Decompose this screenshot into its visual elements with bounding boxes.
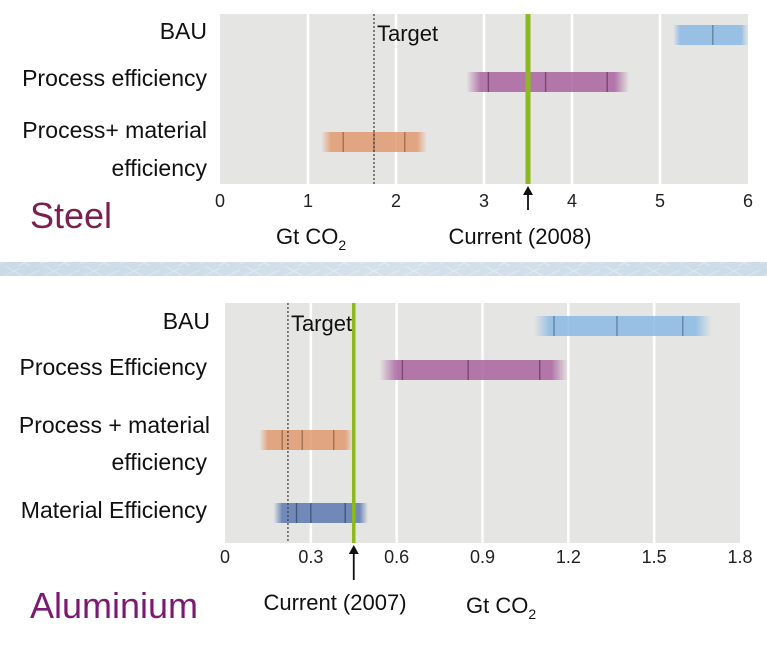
- steel-category-label-bau: BAU: [160, 18, 207, 44]
- aluminium-x-tick-label: 1.2: [556, 547, 581, 567]
- steel-x-tick-label: 6: [743, 191, 753, 211]
- steel-x-tick-label: 0: [215, 191, 225, 211]
- aluminium-x-tick-label: 1.8: [727, 547, 752, 567]
- aluminium-x-tick-label: 0.9: [470, 547, 495, 567]
- steel-target-label: Target: [377, 21, 438, 46]
- aluminium-x-tick-label: 0.3: [298, 547, 323, 567]
- steel-category-label-efficiency: efficiency: [112, 155, 208, 181]
- steel-range-bar: [673, 25, 748, 45]
- aluminium-current-arrow-head: [348, 545, 359, 554]
- aluminium-category-label-process-efficiency: Process Efficiency: [20, 354, 208, 380]
- aluminium-title: Aluminium: [30, 585, 198, 626]
- steel-x-tick-label: 5: [655, 191, 665, 211]
- steel-title: Steel: [30, 195, 112, 236]
- steel-current-label: Current (2008): [448, 224, 591, 249]
- aluminium-x-axis-label: Gt CO2: [466, 593, 536, 622]
- aluminium-range-bar: [534, 316, 712, 336]
- aluminium-category-label-bau: BAU: [163, 308, 210, 334]
- steel-x-axis-label: Gt CO2: [276, 224, 346, 253]
- separator-band-texture: [0, 262, 767, 276]
- steel-current-arrow-head: [523, 186, 533, 195]
- aluminium-x-tick-label: 0: [220, 547, 230, 567]
- aluminium-range-bar: [273, 503, 369, 523]
- aluminium-x-tick-label: 0.6: [384, 547, 409, 567]
- steel-range-bar: [466, 72, 630, 92]
- aluminium-chart: Target Current (2007) 0 0.3 0.6 0.9 1.2 1.5 1.…: [19, 303, 753, 626]
- steel-category-label-process-efficiency: Process efficiency: [22, 65, 207, 91]
- steel-category-label-process-material: Process+ material: [22, 117, 207, 143]
- steel-x-tick-label: 4: [567, 191, 577, 211]
- aluminium-x-tick-label: 1.5: [642, 547, 667, 567]
- steel-x-tick-label: 1: [303, 191, 313, 211]
- aluminium-category-label-efficiency: efficiency: [112, 449, 208, 475]
- steel-x-tick-label: 3: [479, 191, 489, 211]
- steel-x-tick-label: 2: [391, 191, 401, 211]
- aluminium-range-bar: [259, 430, 354, 450]
- aluminium-current-label: Current (2007): [263, 590, 406, 615]
- aluminium-target-label: Target: [291, 311, 352, 336]
- steel-chart: Target Current (2008) 0 1 2 3 4 5 6 BAU Proces…: [22, 14, 753, 253]
- aluminium-category-label-process-material: Process + material: [19, 412, 210, 438]
- aluminium-range-bar: [379, 360, 569, 380]
- aluminium-category-label-material-efficiency: Material Efficiency: [21, 497, 208, 523]
